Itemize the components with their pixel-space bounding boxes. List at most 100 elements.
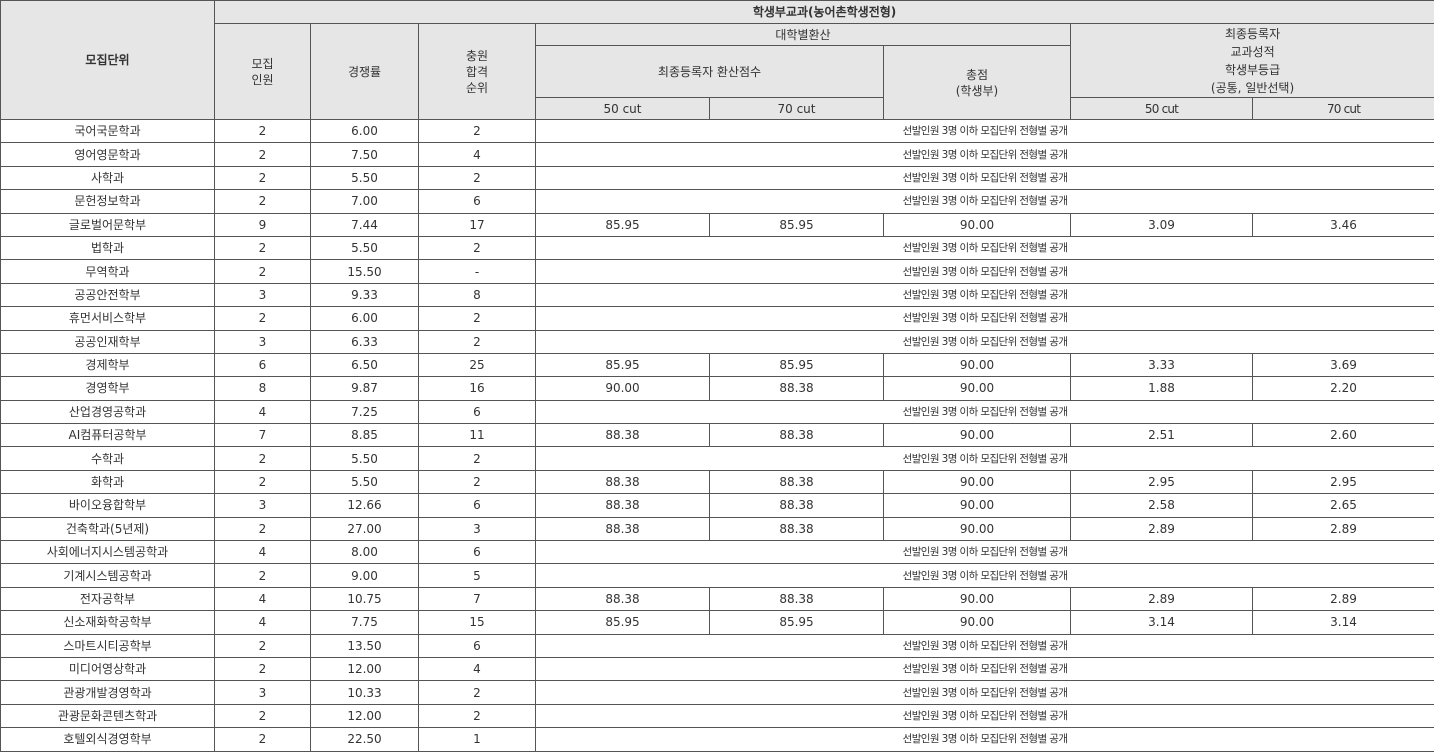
cell-unit: 전자공학부 [1, 587, 215, 610]
cell-competition-rate: 6.00 [311, 120, 419, 143]
cell-unit: 영어영문학과 [1, 143, 215, 166]
cell-conv-cut70: 85.95 [710, 213, 884, 236]
cell-waitlist-rank: 6 [419, 634, 536, 657]
cell-competition-rate: 7.25 [311, 400, 419, 423]
cell-grade-cut50: 2.95 [1071, 470, 1253, 493]
cell-waitlist-rank: 4 [419, 143, 536, 166]
header-grade-cut50: 50 cut [1071, 98, 1253, 120]
cell-recruit: 4 [215, 587, 311, 610]
cell-conv-cut50: 88.38 [536, 470, 710, 493]
cell-recruit: 3 [215, 494, 311, 517]
cell-notice: 선발인원 3명 이하 모집단위 전형별 공개 [536, 330, 1434, 353]
header-unit: 모집단위 [1, 1, 215, 120]
cell-unit: 법학과 [1, 236, 215, 259]
header-group: 학생부교과(농어촌학생전형) [215, 1, 1434, 24]
cell-recruit: 9 [215, 213, 311, 236]
cell-conv-cut70: 88.38 [710, 517, 884, 540]
cell-recruit: 2 [215, 517, 311, 540]
cell-unit: 스마트시티공학부 [1, 634, 215, 657]
cell-competition-rate: 8.85 [311, 424, 419, 447]
header-grade-cut70: 70 cut [1253, 98, 1434, 120]
cell-unit: 공공인재학부 [1, 330, 215, 353]
cell-grade-cut70: 2.65 [1253, 494, 1434, 517]
cell-unit: 국어국문학과 [1, 120, 215, 143]
cell-notice: 선발인원 3명 이하 모집단위 전형별 공개 [536, 120, 1434, 143]
cell-conv-cut70: 88.38 [710, 587, 884, 610]
cell-competition-rate: 10.75 [311, 587, 419, 610]
cell-grade-cut50: 3.14 [1071, 611, 1253, 634]
cell-unit: 경영학부 [1, 377, 215, 400]
header-univ-conversion: 대학별환산 [536, 24, 1071, 46]
cell-notice: 선발인원 3명 이하 모집단위 전형별 공개 [536, 634, 1434, 657]
cell-conv-cut70: 88.38 [710, 424, 884, 447]
cell-notice: 선발인원 3명 이하 모집단위 전형별 공개 [536, 681, 1434, 704]
cell-conv-cut50: 88.38 [536, 494, 710, 517]
cell-waitlist-rank: 2 [419, 447, 536, 470]
cell-notice: 선발인원 3명 이하 모집단위 전형별 공개 [536, 307, 1434, 330]
cell-competition-rate: 7.75 [311, 611, 419, 634]
cell-recruit: 4 [215, 611, 311, 634]
cell-competition-rate: 13.50 [311, 634, 419, 657]
cell-recruit: 2 [215, 120, 311, 143]
cell-grade-cut70: 3.46 [1253, 213, 1434, 236]
cell-notice: 선발인원 3명 이하 모집단위 전형별 공개 [536, 728, 1434, 751]
cell-competition-rate: 8.00 [311, 541, 419, 564]
cell-conv-cut70: 85.95 [710, 353, 884, 376]
header-cut70: 70 cut [710, 98, 884, 120]
cell-competition-rate: 6.50 [311, 353, 419, 376]
cell-competition-rate: 9.87 [311, 377, 419, 400]
cell-conv-cut70: 88.38 [710, 470, 884, 493]
cell-recruit: 2 [215, 236, 311, 259]
cell-waitlist-rank: - [419, 260, 536, 283]
cell-unit: 기계시스템공학과 [1, 564, 215, 587]
cell-grade-cut50: 3.33 [1071, 353, 1253, 376]
cell-competition-rate: 10.33 [311, 681, 419, 704]
cell-waitlist-rank: 2 [419, 236, 536, 259]
cell-notice: 선발인원 3명 이하 모집단위 전형별 공개 [536, 236, 1434, 259]
cell-waitlist-rank: 2 [419, 470, 536, 493]
cell-total: 90.00 [884, 517, 1071, 540]
cell-recruit: 2 [215, 260, 311, 283]
cell-unit: 글로벌어문학부 [1, 213, 215, 236]
cell-notice: 선발인원 3명 이하 모집단위 전형별 공개 [536, 283, 1434, 306]
cell-competition-rate: 5.50 [311, 447, 419, 470]
cell-unit: 공공안전학부 [1, 283, 215, 306]
cell-grade-cut50: 2.89 [1071, 587, 1253, 610]
cell-grade-cut70: 2.20 [1253, 377, 1434, 400]
cell-recruit: 2 [215, 704, 311, 727]
cell-notice: 선발인원 3명 이하 모집단위 전형별 공개 [536, 447, 1434, 470]
cell-recruit: 3 [215, 283, 311, 306]
cell-recruit: 2 [215, 190, 311, 213]
cell-grade-cut50: 3.09 [1071, 213, 1253, 236]
cell-grade-cut70: 2.60 [1253, 424, 1434, 447]
cell-grade-cut50: 2.89 [1071, 517, 1253, 540]
cell-competition-rate: 12.00 [311, 657, 419, 680]
cell-conv-cut50: 85.95 [536, 213, 710, 236]
cell-notice: 선발인원 3명 이하 모집단위 전형별 공개 [536, 166, 1434, 189]
cell-grade-cut50: 1.88 [1071, 377, 1253, 400]
cell-conv-cut50: 85.95 [536, 353, 710, 376]
cell-recruit: 2 [215, 634, 311, 657]
cell-unit: 신소재화학공학부 [1, 611, 215, 634]
cell-unit: 산업경영공학과 [1, 400, 215, 423]
cell-competition-rate: 7.44 [311, 213, 419, 236]
cell-unit: 바이오융합학부 [1, 494, 215, 517]
cell-unit: 사학과 [1, 166, 215, 189]
header-waitlist: 충원 합격 순위 [419, 24, 536, 120]
cell-competition-rate: 27.00 [311, 517, 419, 540]
cell-waitlist-rank: 15 [419, 611, 536, 634]
